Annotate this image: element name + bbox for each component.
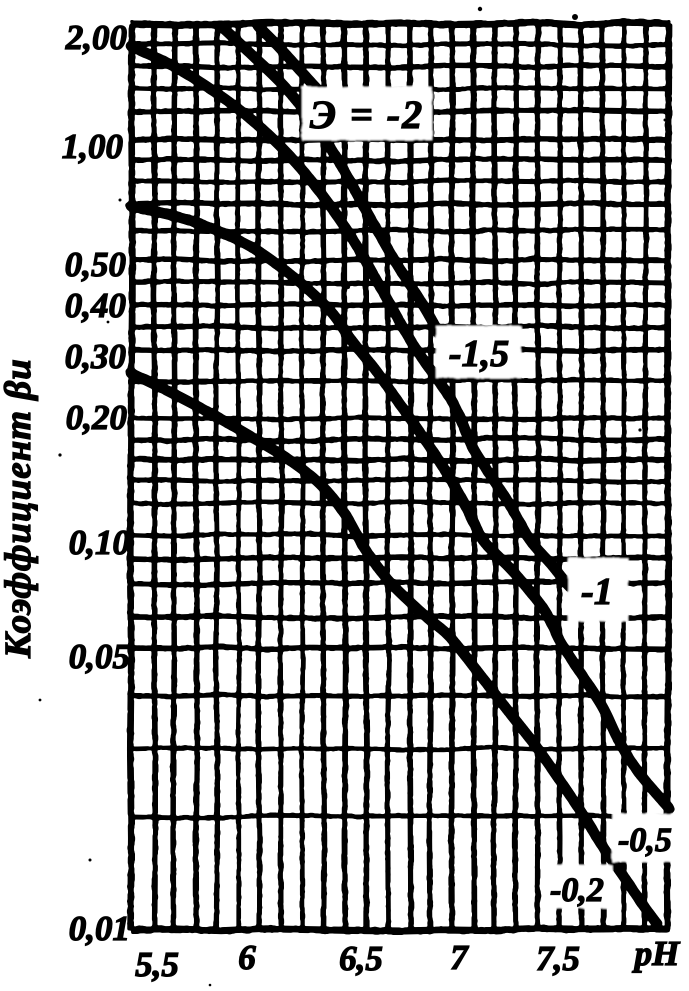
svg-text:6,5: 6,5 [339,939,383,978]
svg-text:6: 6 [238,938,256,977]
svg-text:Коэффициент βи: Коэффициент βи [0,358,39,659]
svg-text:0,05: 0,05 [69,637,130,676]
svg-text:7: 7 [450,938,469,977]
svg-text:2,00: 2,00 [65,18,127,57]
svg-text:рН: рН [632,934,682,973]
svg-text:Э = -2: Э = -2 [310,92,424,137]
svg-text:0,50: 0,50 [65,245,126,284]
svg-text:0,30: 0,30 [65,337,126,376]
svg-text:0,40: 0,40 [65,286,126,325]
svg-text:0,01: 0,01 [69,909,130,948]
svg-text:5,5: 5,5 [135,945,179,984]
svg-text:-0,5: -0,5 [618,822,672,859]
svg-text:-1,5: -1,5 [449,333,509,375]
svg-text:-0,2: -0,2 [550,872,604,909]
svg-text:-1: -1 [581,571,613,613]
svg-text:0,20: 0,20 [66,398,127,437]
svg-text:7,5: 7,5 [536,939,580,978]
svg-text:0,10: 0,10 [69,523,130,562]
svg-text:1,00: 1,00 [62,127,123,166]
